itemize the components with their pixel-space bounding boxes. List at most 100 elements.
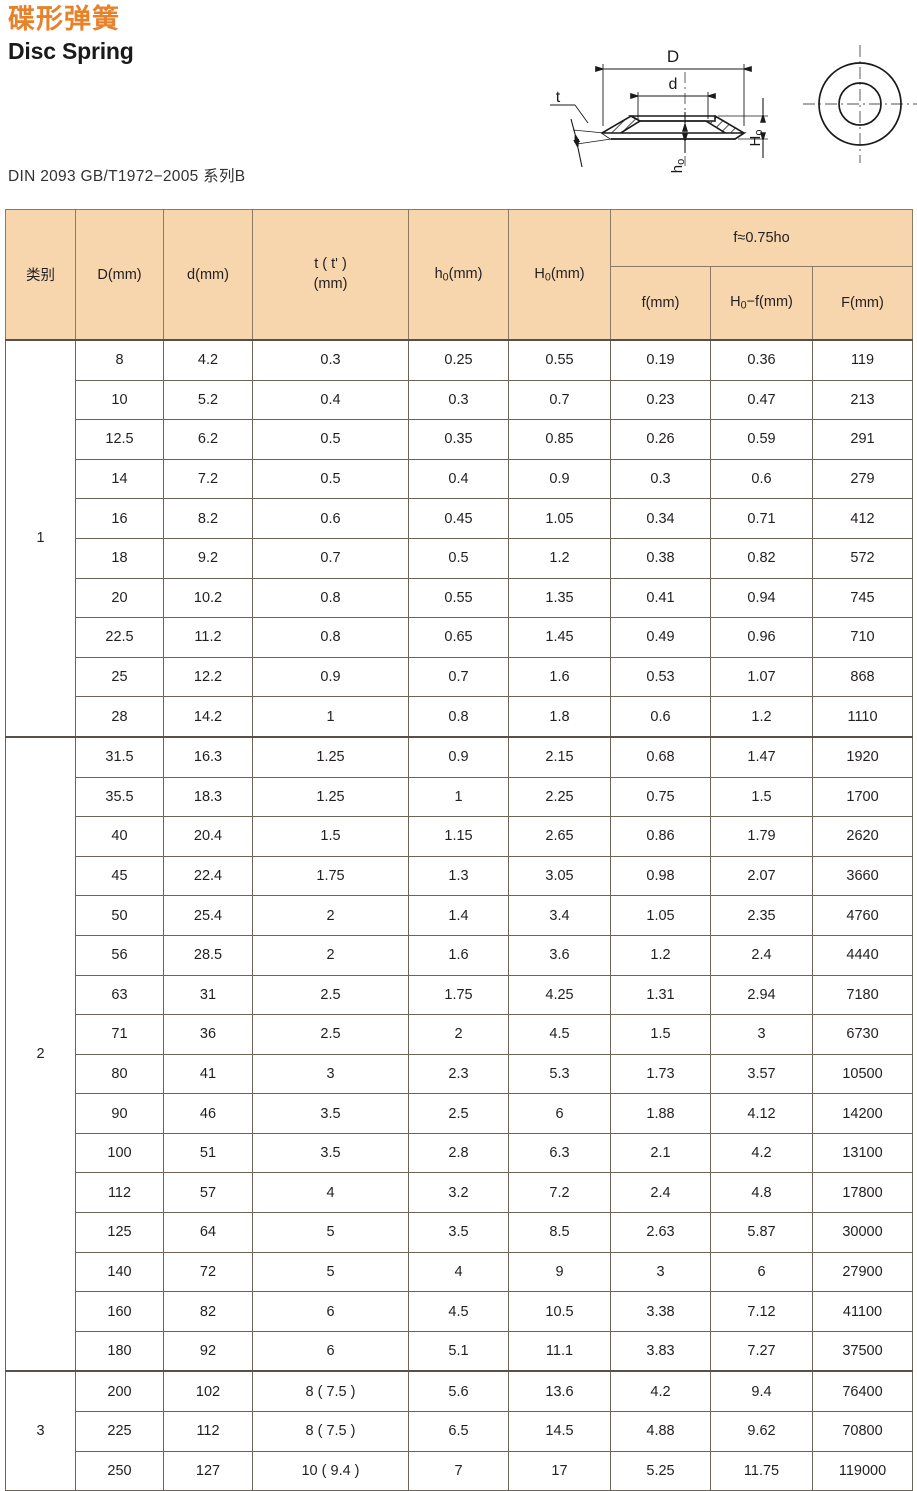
cell-h0: 0.65 [408,617,509,658]
cell-F: 4440 [811,934,914,976]
cell-F: 41100 [811,1291,914,1332]
cell-H0: 8.5 [508,1212,611,1253]
cell-h0: 5.6 [408,1370,509,1413]
cell-D: 14 [75,458,164,500]
cell-H0-minus-f: 0.71 [710,498,813,539]
cell-D: 20 [75,577,164,619]
cell-f: 0.23 [610,379,711,421]
cell-h0: 1.6 [408,934,509,976]
cell-f: 0.49 [610,617,711,658]
cell-H0-minus-f: 4.2 [710,1132,813,1174]
cell-d: 31 [163,974,253,1016]
cell-F: 10500 [811,1053,914,1095]
cell-d: 7.2 [163,458,253,500]
cell-F: 119000 [811,1450,914,1491]
cell-F: 13100 [811,1132,914,1174]
cell-category: 1 [5,339,76,738]
cell-H0: 2.15 [508,735,611,778]
cell-f: 0.38 [610,537,711,579]
cell-D: 28 [75,696,164,738]
cell-f: 0.3 [610,458,711,500]
cell-t: 3 [252,1053,409,1095]
cell-H0: 0.9 [508,458,611,500]
cell-H0: 0.85 [508,419,611,460]
cell-H0: 4.25 [508,974,611,1016]
cell-d: 46 [163,1093,253,1134]
cell-d: 82 [163,1291,253,1332]
cell-H0-minus-f: 2.35 [710,895,813,936]
cell-H0-minus-f: 1.07 [710,656,813,698]
cell-t: 6 [252,1330,409,1372]
cell-t: 0.7 [252,537,409,579]
cell-D: 22.5 [75,617,164,658]
cell-d: 41 [163,1053,253,1095]
col-header-H0-minus-f: H0−f(mm) [710,266,813,341]
cell-t: 10 ( 9.4 ) [252,1450,409,1491]
cell-f: 3.38 [610,1291,711,1332]
cell-H0-minus-f: 0.82 [710,537,813,579]
cell-D: 100 [75,1132,164,1174]
table-row: 160 82 6 4.5 10.5 3.38 7.12 41100 [6,1291,914,1332]
cell-F: 710 [811,617,914,658]
cell-H0-minus-f: 0.47 [710,379,813,421]
cell-t: 5 [252,1251,409,1293]
col-header-f: f(mm) [610,266,711,341]
cell-f: 0.19 [610,338,711,381]
cell-h0: 0.4 [408,458,509,500]
cell-H0: 1.8 [508,696,611,738]
cell-f: 2.4 [610,1172,711,1214]
plan-view-annulus [803,45,917,163]
table-row: 250 127 10 ( 9.4 ) 7 17 5.25 11.75 119000 [6,1450,914,1491]
cell-F: 279 [811,458,914,500]
col-header-h0-sub: 0 [442,271,449,284]
cell-D: 18 [75,537,164,579]
cell-f: 2.1 [610,1132,711,1174]
cell-D: 31.5 [75,735,164,778]
cell-D: 112 [75,1172,164,1214]
page-title-chinese: 碟形弹簧 [8,4,120,34]
table-row: 35.5 18.3 1.25 1 2.25 0.75 1.5 1700 [6,776,914,818]
cell-h0: 1.15 [408,816,509,857]
cell-h0: 4 [408,1251,509,1293]
cell-d: 4.2 [163,338,253,381]
disc-spring-diagram: D d t ho [530,26,917,191]
cell-d: 16.3 [163,735,253,778]
table-row: 112 57 4 3.2 7.2 2.4 4.8 17800 [6,1172,914,1214]
cell-H0: 5.3 [508,1053,611,1095]
cell-f: 4.2 [610,1370,711,1413]
cell-F: 14200 [811,1093,914,1134]
cell-D: 50 [75,895,164,936]
cell-t: 2 [252,895,409,936]
cell-H0-minus-f: 2.07 [710,855,813,897]
cell-H0: 1.05 [508,498,611,539]
cell-h0: 2 [408,1014,509,1055]
cell-H0: 6.3 [508,1132,611,1174]
cell-h0: 0.25 [408,338,509,381]
cell-h0: 0.3 [408,379,509,421]
cell-d: 72 [163,1251,253,1293]
cell-f: 1.31 [610,974,711,1016]
cell-D: 90 [75,1093,164,1134]
cell-H0-minus-f: 1.2 [710,696,813,738]
cell-D: 225 [75,1411,164,1452]
cell-H0-minus-f: 1.79 [710,816,813,857]
cell-F: 7180 [811,974,914,1016]
table-row: 22.5 11.2 0.8 0.65 1.45 0.49 0.96 710 [6,617,914,658]
cell-f: 5.25 [610,1450,711,1491]
cell-d: 5.2 [163,379,253,421]
cell-category: 3 [5,1370,76,1491]
cross-section-body [600,115,747,140]
cell-H0: 13.6 [508,1370,611,1413]
cell-f: 4.88 [610,1411,711,1452]
cell-t: 2 [252,934,409,976]
cell-h0: 1.75 [408,974,509,1016]
cell-F: 745 [811,577,914,619]
cell-D: 35.5 [75,776,164,818]
cell-h0: 1 [408,776,509,818]
col-header-H0-sub: 0 [544,271,551,284]
cell-h0: 2.8 [408,1132,509,1174]
cell-d: 36 [163,1014,253,1055]
cell-H0: 14.5 [508,1411,611,1452]
table-row: 16 8.2 0.6 0.45 1.05 0.34 0.71 412 [6,498,914,539]
cell-H0: 1.6 [508,656,611,698]
